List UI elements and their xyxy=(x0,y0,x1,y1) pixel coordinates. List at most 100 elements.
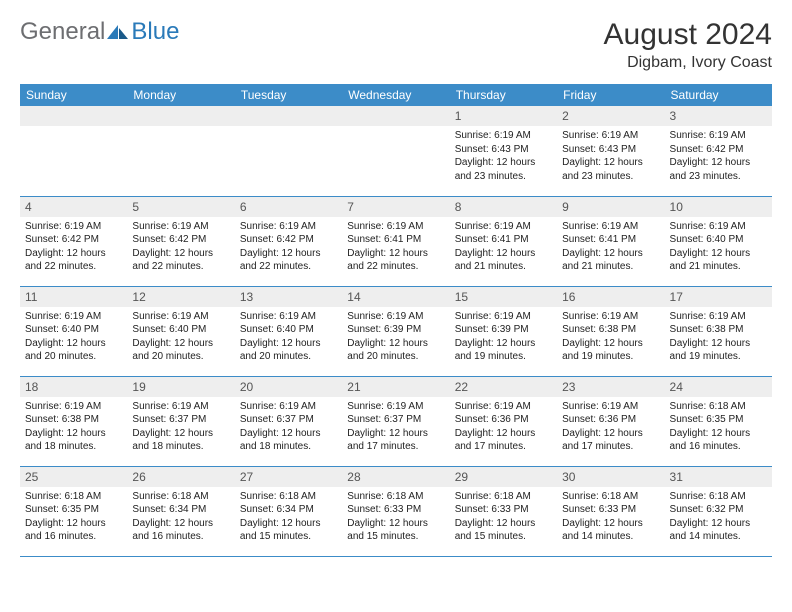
weekday-header-row: Sunday Monday Tuesday Wednesday Thursday… xyxy=(20,84,772,106)
day-number: 21 xyxy=(342,377,449,397)
logo: General Blue xyxy=(20,18,179,46)
day-number: 31 xyxy=(665,467,772,487)
calendar-day-cell: 5Sunrise: 6:19 AMSunset: 6:42 PMDaylight… xyxy=(127,196,234,286)
day-details: Sunrise: 6:19 AMSunset: 6:42 PMDaylight:… xyxy=(127,217,234,278)
day-number: 6 xyxy=(235,197,342,217)
day-number: 28 xyxy=(342,467,449,487)
calendar-day-cell xyxy=(342,106,449,196)
calendar-day-cell: 28Sunrise: 6:18 AMSunset: 6:33 PMDayligh… xyxy=(342,466,449,556)
title-block: August 2024 Digbam, Ivory Coast xyxy=(604,18,772,72)
day-number: 11 xyxy=(20,287,127,307)
day-details: Sunrise: 6:19 AMSunset: 6:43 PMDaylight:… xyxy=(450,126,557,187)
calendar-body: 1Sunrise: 6:19 AMSunset: 6:43 PMDaylight… xyxy=(20,106,772,556)
day-details: Sunrise: 6:19 AMSunset: 6:37 PMDaylight:… xyxy=(342,397,449,458)
day-number: 5 xyxy=(127,197,234,217)
day-number: 7 xyxy=(342,197,449,217)
day-details: Sunrise: 6:19 AMSunset: 6:43 PMDaylight:… xyxy=(557,126,664,187)
calendar-day-cell: 17Sunrise: 6:19 AMSunset: 6:38 PMDayligh… xyxy=(665,286,772,376)
weekday-header: Wednesday xyxy=(342,84,449,106)
day-details: Sunrise: 6:19 AMSunset: 6:37 PMDaylight:… xyxy=(235,397,342,458)
location-label: Digbam, Ivory Coast xyxy=(604,54,772,72)
calendar-day-cell: 27Sunrise: 6:18 AMSunset: 6:34 PMDayligh… xyxy=(235,466,342,556)
day-number: 14 xyxy=(342,287,449,307)
calendar-day-cell: 21Sunrise: 6:19 AMSunset: 6:37 PMDayligh… xyxy=(342,376,449,466)
day-number: 13 xyxy=(235,287,342,307)
day-number xyxy=(20,106,127,126)
day-details: Sunrise: 6:18 AMSunset: 6:32 PMDaylight:… xyxy=(665,487,772,548)
day-number: 19 xyxy=(127,377,234,397)
calendar-day-cell: 6Sunrise: 6:19 AMSunset: 6:42 PMDaylight… xyxy=(235,196,342,286)
calendar-table: Sunday Monday Tuesday Wednesday Thursday… xyxy=(20,84,772,557)
day-details: Sunrise: 6:18 AMSunset: 6:33 PMDaylight:… xyxy=(342,487,449,548)
day-number: 4 xyxy=(20,197,127,217)
calendar-day-cell: 4Sunrise: 6:19 AMSunset: 6:42 PMDaylight… xyxy=(20,196,127,286)
calendar-week-row: 4Sunrise: 6:19 AMSunset: 6:42 PMDaylight… xyxy=(20,196,772,286)
day-number: 9 xyxy=(557,197,664,217)
calendar-day-cell: 11Sunrise: 6:19 AMSunset: 6:40 PMDayligh… xyxy=(20,286,127,376)
day-number xyxy=(127,106,234,126)
calendar-day-cell: 1Sunrise: 6:19 AMSunset: 6:43 PMDaylight… xyxy=(450,106,557,196)
calendar-day-cell xyxy=(20,106,127,196)
weekday-header: Saturday xyxy=(665,84,772,106)
day-number: 23 xyxy=(557,377,664,397)
calendar-day-cell: 19Sunrise: 6:19 AMSunset: 6:37 PMDayligh… xyxy=(127,376,234,466)
day-details: Sunrise: 6:19 AMSunset: 6:40 PMDaylight:… xyxy=(127,307,234,368)
logo-sail-icon xyxy=(107,25,129,39)
calendar-day-cell: 7Sunrise: 6:19 AMSunset: 6:41 PMDaylight… xyxy=(342,196,449,286)
day-details: Sunrise: 6:19 AMSunset: 6:42 PMDaylight:… xyxy=(665,126,772,187)
calendar-week-row: 25Sunrise: 6:18 AMSunset: 6:35 PMDayligh… xyxy=(20,466,772,556)
day-details: Sunrise: 6:19 AMSunset: 6:36 PMDaylight:… xyxy=(450,397,557,458)
day-details: Sunrise: 6:19 AMSunset: 6:38 PMDaylight:… xyxy=(20,397,127,458)
weekday-header: Thursday xyxy=(450,84,557,106)
day-number: 20 xyxy=(235,377,342,397)
calendar-day-cell xyxy=(235,106,342,196)
logo-word2: Blue xyxy=(131,18,179,46)
day-number: 27 xyxy=(235,467,342,487)
day-number: 22 xyxy=(450,377,557,397)
calendar-day-cell: 30Sunrise: 6:18 AMSunset: 6:33 PMDayligh… xyxy=(557,466,664,556)
day-details: Sunrise: 6:19 AMSunset: 6:42 PMDaylight:… xyxy=(20,217,127,278)
calendar-day-cell: 16Sunrise: 6:19 AMSunset: 6:38 PMDayligh… xyxy=(557,286,664,376)
day-number: 10 xyxy=(665,197,772,217)
calendar-day-cell: 29Sunrise: 6:18 AMSunset: 6:33 PMDayligh… xyxy=(450,466,557,556)
calendar-day-cell: 15Sunrise: 6:19 AMSunset: 6:39 PMDayligh… xyxy=(450,286,557,376)
day-details: Sunrise: 6:19 AMSunset: 6:39 PMDaylight:… xyxy=(450,307,557,368)
day-details: Sunrise: 6:19 AMSunset: 6:41 PMDaylight:… xyxy=(557,217,664,278)
calendar-day-cell: 25Sunrise: 6:18 AMSunset: 6:35 PMDayligh… xyxy=(20,466,127,556)
day-number xyxy=(342,106,449,126)
calendar-day-cell: 22Sunrise: 6:19 AMSunset: 6:36 PMDayligh… xyxy=(450,376,557,466)
day-details: Sunrise: 6:19 AMSunset: 6:37 PMDaylight:… xyxy=(127,397,234,458)
weekday-header: Tuesday xyxy=(235,84,342,106)
day-details: Sunrise: 6:19 AMSunset: 6:38 PMDaylight:… xyxy=(557,307,664,368)
calendar-week-row: 11Sunrise: 6:19 AMSunset: 6:40 PMDayligh… xyxy=(20,286,772,376)
day-details: Sunrise: 6:19 AMSunset: 6:41 PMDaylight:… xyxy=(342,217,449,278)
day-number: 29 xyxy=(450,467,557,487)
calendar-day-cell: 23Sunrise: 6:19 AMSunset: 6:36 PMDayligh… xyxy=(557,376,664,466)
day-number: 24 xyxy=(665,377,772,397)
day-details: Sunrise: 6:19 AMSunset: 6:38 PMDaylight:… xyxy=(665,307,772,368)
calendar-day-cell: 31Sunrise: 6:18 AMSunset: 6:32 PMDayligh… xyxy=(665,466,772,556)
day-number: 2 xyxy=(557,106,664,126)
calendar-week-row: 1Sunrise: 6:19 AMSunset: 6:43 PMDaylight… xyxy=(20,106,772,196)
day-details: Sunrise: 6:18 AMSunset: 6:34 PMDaylight:… xyxy=(127,487,234,548)
weekday-header: Sunday xyxy=(20,84,127,106)
calendar-day-cell: 14Sunrise: 6:19 AMSunset: 6:39 PMDayligh… xyxy=(342,286,449,376)
calendar-day-cell: 3Sunrise: 6:19 AMSunset: 6:42 PMDaylight… xyxy=(665,106,772,196)
day-number: 17 xyxy=(665,287,772,307)
day-number: 12 xyxy=(127,287,234,307)
calendar-day-cell: 8Sunrise: 6:19 AMSunset: 6:41 PMDaylight… xyxy=(450,196,557,286)
day-number xyxy=(235,106,342,126)
day-number: 15 xyxy=(450,287,557,307)
calendar-day-cell: 26Sunrise: 6:18 AMSunset: 6:34 PMDayligh… xyxy=(127,466,234,556)
day-details: Sunrise: 6:19 AMSunset: 6:42 PMDaylight:… xyxy=(235,217,342,278)
day-details: Sunrise: 6:19 AMSunset: 6:40 PMDaylight:… xyxy=(20,307,127,368)
calendar-day-cell: 10Sunrise: 6:19 AMSunset: 6:40 PMDayligh… xyxy=(665,196,772,286)
calendar-day-cell: 13Sunrise: 6:19 AMSunset: 6:40 PMDayligh… xyxy=(235,286,342,376)
day-number: 18 xyxy=(20,377,127,397)
day-details: Sunrise: 6:18 AMSunset: 6:35 PMDaylight:… xyxy=(20,487,127,548)
day-details: Sunrise: 6:18 AMSunset: 6:33 PMDaylight:… xyxy=(557,487,664,548)
calendar-day-cell: 20Sunrise: 6:19 AMSunset: 6:37 PMDayligh… xyxy=(235,376,342,466)
calendar-day-cell xyxy=(127,106,234,196)
day-details: Sunrise: 6:18 AMSunset: 6:34 PMDaylight:… xyxy=(235,487,342,548)
day-details: Sunrise: 6:19 AMSunset: 6:41 PMDaylight:… xyxy=(450,217,557,278)
